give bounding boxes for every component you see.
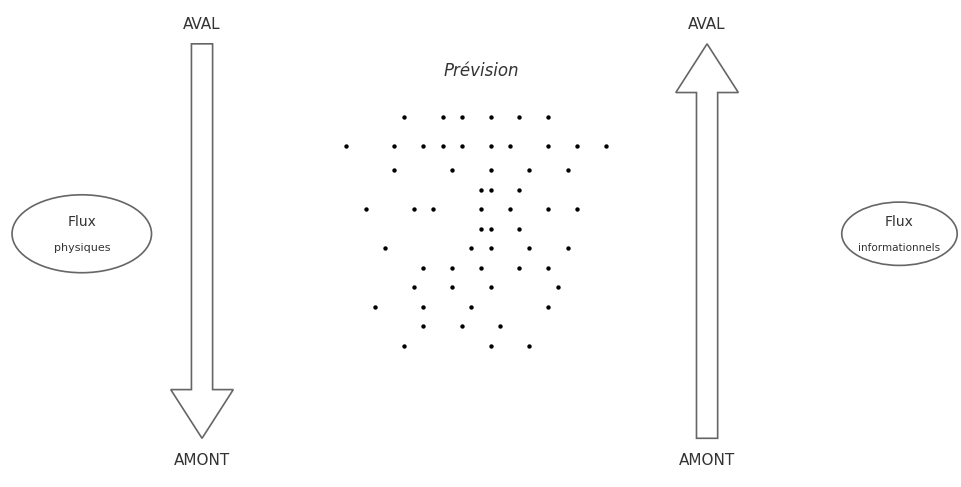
Point — [386, 142, 402, 150]
Point — [521, 244, 536, 252]
Point — [598, 142, 613, 150]
Point — [406, 206, 421, 213]
Point — [482, 142, 498, 150]
Point — [569, 142, 584, 150]
Text: Flux: Flux — [884, 215, 913, 228]
Point — [540, 142, 555, 150]
Point — [482, 225, 498, 233]
Text: AMONT: AMONT — [678, 453, 734, 468]
Point — [396, 342, 411, 350]
Point — [540, 303, 555, 311]
Point — [482, 186, 498, 194]
Point — [521, 342, 536, 350]
Point — [338, 142, 354, 150]
Point — [502, 142, 517, 150]
Point — [454, 113, 469, 121]
Point — [511, 186, 527, 194]
Text: AVAL: AVAL — [183, 17, 221, 32]
Point — [463, 303, 479, 311]
Text: informationnels: informationnels — [857, 244, 940, 253]
Point — [473, 264, 488, 272]
Point — [463, 244, 479, 252]
Point — [425, 206, 440, 213]
Point — [444, 283, 459, 291]
Point — [434, 142, 450, 150]
Ellipse shape — [841, 202, 956, 265]
Polygon shape — [170, 44, 233, 438]
Point — [511, 225, 527, 233]
Point — [473, 225, 488, 233]
Polygon shape — [675, 44, 738, 438]
Point — [473, 186, 488, 194]
Point — [415, 264, 431, 272]
Point — [540, 113, 555, 121]
Point — [406, 283, 421, 291]
Point — [415, 322, 431, 330]
Point — [386, 167, 402, 174]
Text: Prévision: Prévision — [443, 62, 518, 79]
Point — [454, 322, 469, 330]
Point — [482, 113, 498, 121]
Point — [367, 303, 382, 311]
Point — [473, 206, 488, 213]
Text: Flux: Flux — [67, 215, 96, 228]
Ellipse shape — [12, 195, 152, 273]
Text: physiques: physiques — [54, 244, 110, 253]
Point — [511, 264, 527, 272]
Point — [559, 244, 575, 252]
Point — [454, 142, 469, 150]
Point — [482, 342, 498, 350]
Point — [415, 303, 431, 311]
Text: AVAL: AVAL — [687, 17, 726, 32]
Point — [434, 113, 450, 121]
Point — [444, 264, 459, 272]
Point — [502, 206, 517, 213]
Point — [540, 264, 555, 272]
Point — [540, 206, 555, 213]
Point — [569, 206, 584, 213]
Point — [377, 244, 392, 252]
Point — [396, 113, 411, 121]
Point — [559, 167, 575, 174]
Point — [482, 283, 498, 291]
Point — [415, 142, 431, 150]
Point — [511, 113, 527, 121]
Point — [482, 244, 498, 252]
Point — [550, 283, 565, 291]
Text: AMONT: AMONT — [174, 453, 230, 468]
Point — [444, 167, 459, 174]
Point — [357, 206, 373, 213]
Point — [492, 322, 507, 330]
Point — [521, 167, 536, 174]
Point — [482, 167, 498, 174]
